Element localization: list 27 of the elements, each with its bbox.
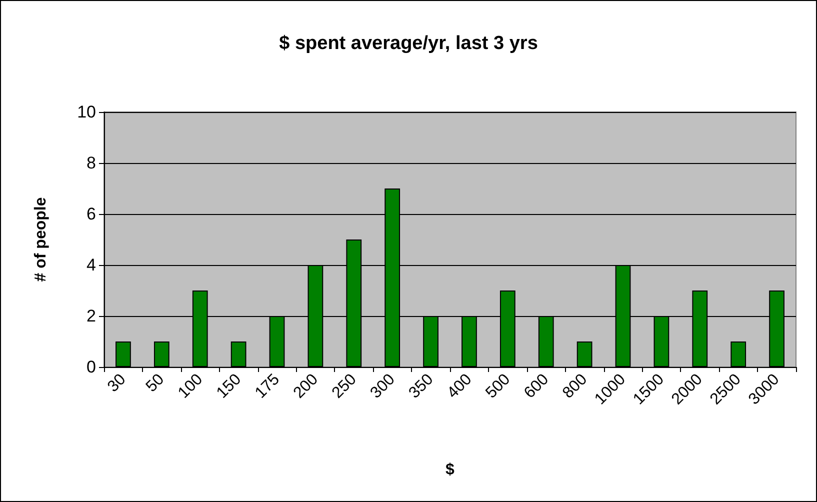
bar <box>230 342 246 367</box>
y-tick-label: 4 <box>86 256 96 274</box>
bar <box>730 342 746 367</box>
bar <box>154 342 170 367</box>
x-tick-label: 250 <box>329 370 360 402</box>
x-tick-label: 800 <box>560 370 591 402</box>
x-tick-label: 150 <box>214 370 245 402</box>
x-axis-title: $ <box>446 462 455 478</box>
y-tick-label: 2 <box>86 306 96 326</box>
bar <box>576 342 592 367</box>
x-tick-label: 500 <box>482 370 514 402</box>
x-tick-label: 600 <box>521 370 552 402</box>
y-tick-label: 10 <box>77 102 96 122</box>
x-tick-label: 400 <box>444 370 476 402</box>
y-tick-label: 8 <box>86 154 96 172</box>
bar <box>116 342 131 367</box>
x-tick-label: 200 <box>290 370 322 402</box>
x-tick-label: 350 <box>406 370 437 402</box>
x-tick-label: 30 <box>104 370 130 396</box>
x-tick-label: 175 <box>252 370 284 402</box>
y-axis-title: # of people <box>32 197 50 282</box>
x-tick-label: 100 <box>175 370 206 402</box>
x-tick-label: 50 <box>143 370 168 396</box>
x-tick-label: 300 <box>367 370 398 402</box>
y-tick-label: 6 <box>86 204 96 224</box>
y-tick-label: 0 <box>86 358 96 376</box>
chart-title: $ spent average/yr, last 3 yrs <box>279 33 538 54</box>
